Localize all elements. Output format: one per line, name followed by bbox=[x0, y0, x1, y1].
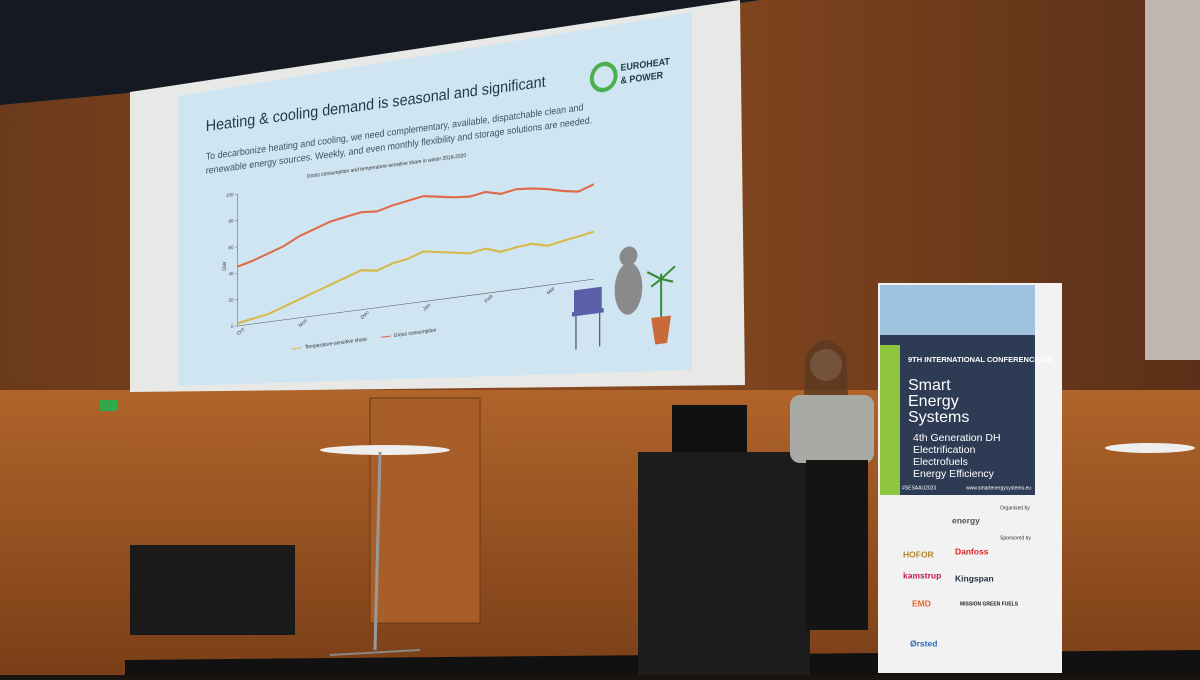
banner-text-line: Sponsored by bbox=[1000, 535, 1031, 541]
banner-text-line: Ørsted bbox=[910, 638, 937, 648]
banner-text-line: www.smartenergysystems.eu bbox=[966, 485, 1031, 491]
banner-text-line: Organised by bbox=[1000, 505, 1030, 511]
y-tick-label: 80 bbox=[228, 218, 233, 224]
banner-text-line: Energy Efficiency bbox=[913, 468, 995, 480]
banner-text-line: Danfoss bbox=[955, 546, 989, 556]
banner-sky bbox=[880, 285, 1035, 335]
banner-text-line: Smart bbox=[908, 377, 951, 394]
banner-text-line: EMD bbox=[912, 598, 931, 608]
y-tick-label: 40 bbox=[228, 271, 233, 277]
banner-stripe bbox=[880, 345, 900, 495]
y-tick-label: 60 bbox=[228, 245, 233, 251]
door bbox=[370, 398, 480, 623]
y-axis-label: GW bbox=[222, 261, 228, 271]
banner-text-line: kamstrup bbox=[903, 570, 941, 580]
side-table bbox=[130, 545, 295, 635]
banner-text-line: Electrification bbox=[913, 444, 976, 456]
speaker-shirt bbox=[790, 395, 874, 463]
side-screen bbox=[1145, 0, 1200, 360]
banner-text-line: #SESAAU2023 bbox=[902, 485, 936, 491]
table-top bbox=[1105, 443, 1195, 453]
podium bbox=[638, 452, 810, 675]
exit-sign bbox=[100, 400, 118, 411]
banner-text-line: energy bbox=[952, 515, 980, 525]
table-top bbox=[320, 445, 450, 455]
banner-text-line: Energy bbox=[908, 393, 959, 410]
banner-text-line: HOFOR bbox=[903, 549, 934, 559]
y-tick-label: 0 bbox=[231, 324, 234, 330]
banner-text-line: 9TH INTERNATIONAL CONFERENCE ON bbox=[908, 355, 1053, 364]
banner-text-line: Electrofuels bbox=[913, 456, 968, 468]
y-tick-label: 20 bbox=[228, 297, 233, 303]
y-tick-label: 100 bbox=[226, 192, 234, 198]
speaker-trousers bbox=[806, 460, 868, 630]
banner-text-line: MISSION GREEN FUELS bbox=[960, 601, 1019, 607]
banner-text-line: Kingspan bbox=[955, 573, 994, 583]
banner-text-line: 4th Generation DH bbox=[913, 432, 1001, 444]
banner-text-line: Systems bbox=[908, 409, 969, 426]
laptop bbox=[672, 405, 747, 453]
